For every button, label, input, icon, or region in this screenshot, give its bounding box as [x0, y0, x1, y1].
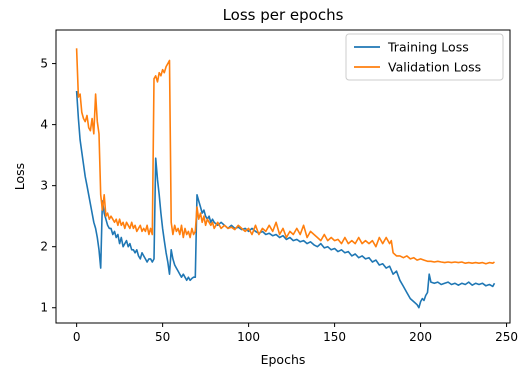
- legend: Training Loss Validation Loss: [345, 33, 504, 81]
- x-tick-label: 100: [237, 330, 260, 344]
- y-tick-label: 2: [40, 240, 48, 254]
- y-tick-label: 4: [40, 118, 48, 132]
- series-line-validation-loss: [75, 48, 495, 265]
- series-line-training-loss: [75, 90, 496, 309]
- y-axis-label: Loss: [12, 163, 27, 190]
- y-tick-label: 3: [40, 179, 48, 193]
- y-tick-label: 1: [40, 301, 48, 315]
- legend-label: Training Loss: [387, 40, 469, 55]
- chart-title: Loss per epochs: [223, 6, 344, 24]
- series-layer: [75, 48, 496, 309]
- plot-frame: [55, 29, 511, 324]
- legend-box: [345, 33, 504, 81]
- x-axis-label: Epochs: [261, 352, 306, 367]
- x-tick-label: 0: [73, 330, 81, 344]
- y-tick-label: 5: [40, 57, 48, 71]
- x-tick-label: 150: [323, 330, 346, 344]
- x-tick-label: 50: [155, 330, 170, 344]
- x-tick-label: 200: [409, 330, 432, 344]
- legend-label: Validation Loss: [388, 60, 481, 75]
- x-tick-label: 250: [495, 330, 518, 344]
- ticks-layer: 0 50 100 150 200 250 1 2 3 4 5: [40, 57, 518, 344]
